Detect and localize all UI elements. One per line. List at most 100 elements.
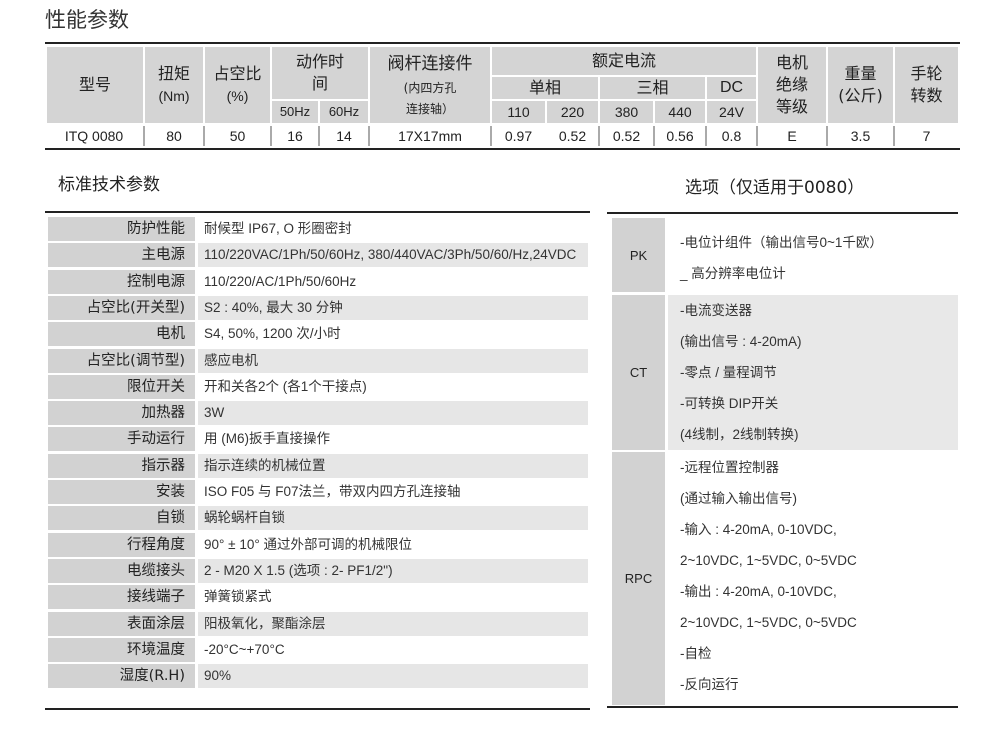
spec-label: 加热器 [48, 401, 195, 426]
option-line: -自检 [680, 646, 712, 661]
spec-value: 90% [198, 664, 588, 689]
cell-current-380: 0.52 [600, 126, 655, 146]
divider [45, 42, 960, 44]
header-insulation: 电机绝缘等级 [758, 47, 826, 123]
spec-value: 110/220/AC/1Ph/50/60Hz [204, 273, 357, 289]
header-model: 型号 [47, 47, 143, 123]
spec-row: 行程角度 90° ± 10° 通过外部可调的机械限位 [48, 532, 588, 557]
spec-row: 占空比(调节型) 感应电机 [48, 348, 588, 373]
cell-stem: 17X17mm [370, 126, 492, 146]
spec-row: 电机 S4, 50%, 1200 次/小时 [48, 322, 588, 347]
header-weight-label: 重量 [844, 64, 877, 83]
cell-time-50: 16 [272, 126, 320, 146]
spec-row: 电缆接头 2 - M20 X 1.5 (选项 : 2- PF1/2") [48, 558, 588, 583]
header-current: 额定电流 [492, 47, 756, 75]
header-440: 440 [655, 101, 705, 123]
spec-label: 电缆接头 [48, 558, 195, 583]
spec-value: 蜗轮蜗杆自锁 [198, 506, 588, 531]
spec-value: 阳极氧化，聚酯涂层 [198, 611, 588, 636]
header-torque-label: 扭矩 [157, 64, 190, 83]
spec-row: 手动运行用 (M6)扳手直接操作 [48, 427, 588, 452]
spec-label: 占空比(开关型) [48, 295, 195, 320]
option-line: -反向运行 [680, 677, 739, 692]
spec-label: 限位开关 [48, 374, 195, 399]
header-24v: 24V [707, 101, 756, 123]
option-code-rpc: RPC [612, 452, 665, 705]
header-duty-label: 占空比 [213, 64, 262, 83]
option-line: (通过输入输出信号) [680, 491, 797, 506]
option-code-ct: CT [612, 295, 665, 450]
spec-row: 指示器 指示连续的机械位置 [48, 453, 588, 478]
spec-row: 防护性能 耐候型 IP67, O 形圈密封 [48, 217, 588, 241]
spec-label: 湿度(R.H) [48, 664, 195, 689]
header-stem-sub1: (内四方孔 [403, 81, 457, 95]
option-line: -零点 / 量程调节 [680, 365, 777, 380]
spec-value: -20°C~+70°C [204, 641, 285, 657]
spec-value: 开和关各2个 (各1个干接点) [204, 378, 367, 394]
divider [45, 148, 960, 150]
header-torque-unit: (Nm) [158, 88, 190, 104]
option-line: -远程位置控制器 [680, 460, 779, 475]
cell-handwheel: 7 [922, 128, 931, 144]
option-line: -可转换 DIP开关 [680, 396, 779, 411]
option-line: _ 高分辨率电位计 [680, 266, 786, 281]
option-line: 2~10VDC, 1~5VDC, 0~5VDC [680, 615, 857, 630]
option-line: -电位计组件（输出信号0~1千欧） [680, 235, 883, 250]
cell-current-220: 0.52 [547, 126, 600, 146]
header-50hz: 50Hz [272, 101, 318, 123]
header-action-time: 动作时间 [272, 47, 368, 99]
spec-label: 环境温度 [48, 637, 195, 662]
header-stem: 阀杆连接件 (内四方孔连接轴） [370, 47, 490, 123]
option-description: -电位计组件（输出信号0~1千欧） _ 高分辨率电位计 [668, 218, 958, 292]
spec-value: S2 : 40%, 最大 30 分钟 [198, 295, 588, 320]
divider [45, 211, 590, 213]
header-three-phase: 三相 [600, 77, 705, 99]
header-380: 380 [600, 101, 653, 123]
cell-current-440: 0.56 [655, 126, 707, 146]
spec-value: ISO F05 与 F07法兰，带双内四方孔连接轴 [204, 484, 461, 499]
spec-value: 3W [198, 401, 588, 426]
cell-weight: 3.5 [828, 126, 895, 146]
spec-row: 主电源 110/220VAC/1Ph/50/60Hz, 380/440VAC/3P… [48, 243, 588, 268]
spec-label: 防护性能 [48, 217, 195, 241]
divider [607, 706, 958, 708]
cell-duty: 50 [205, 126, 272, 146]
spec-value: 感应电机 [198, 348, 588, 373]
options-title: 选项（仅适用于0080） [685, 178, 865, 198]
standard-title: 标准技术参数 [58, 175, 160, 195]
spec-row: 自锁 蜗轮蜗杆自锁 [48, 506, 588, 531]
cell-torque: 80 [145, 126, 205, 146]
option-code-pk: PK [612, 218, 665, 292]
spec-value: 用 (M6)扳手直接操作 [204, 431, 330, 447]
divider [45, 708, 590, 710]
header-duty: 占空比 (%) [205, 47, 270, 123]
spec-label: 手动运行 [48, 427, 195, 452]
header-weight-unit: (公斤) [838, 86, 883, 105]
option-description: -电流变送器 (输出信号 : 4-20mA) -零点 / 量程调节 -可转换 DIP开… [668, 295, 958, 450]
option-line: -输入 : 4-20mA, 0-10VDC, [680, 522, 837, 537]
spec-row: 环境温度 -20°C~+70°C [48, 637, 588, 662]
spec-label: 安装 [48, 480, 195, 504]
header-stem-label: 阀杆连接件 [387, 54, 473, 74]
header-220: 220 [547, 101, 598, 123]
spec-label: 接线端子 [48, 585, 195, 610]
spec-row: 表面涂层 阳极氧化，聚酯涂层 [48, 611, 588, 636]
header-60hz: 60Hz [320, 101, 368, 123]
spec-row: 接线端子 弹簧锁紧式 [48, 585, 588, 610]
option-line: (输出信号 : 4-20mA) [680, 334, 802, 349]
spec-label: 主电源 [48, 243, 195, 268]
cell-insulation: E [758, 126, 828, 146]
spec-label: 自锁 [48, 506, 195, 531]
option-line: 2~10VDC, 1~5VDC, 0~5VDC [680, 553, 857, 568]
spec-label: 行程角度 [48, 532, 195, 557]
cell-current-110: 0.97 [504, 128, 533, 144]
spec-label: 控制电源 [48, 269, 195, 294]
spec-row: 控制电源 110/220/AC/1Ph/50/60Hz [48, 269, 588, 294]
cell-current-24v: 0.8 [707, 126, 758, 146]
spec-row: 加热器 3W [48, 401, 588, 426]
header-handwheel: 手轮转数 [895, 47, 958, 123]
header-stem-sub2: 连接轴） [405, 102, 454, 116]
spec-value: 90° ± 10° 通过外部可调的机械限位 [204, 536, 412, 552]
spec-row: 安装 ISO F05 与 F07法兰，带双内四方孔连接轴 [48, 480, 588, 504]
